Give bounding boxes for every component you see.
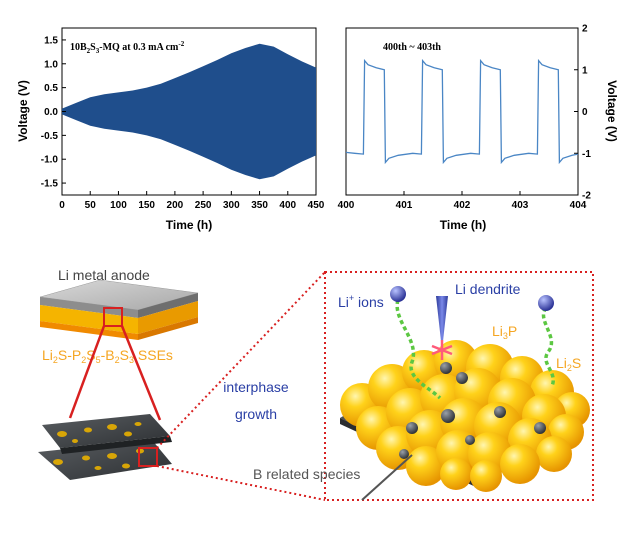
x-tick-label: 450 bbox=[308, 200, 325, 211]
y-tick-label: -2 bbox=[582, 191, 591, 202]
y-tick-label: 0 bbox=[582, 107, 588, 118]
li-ions-label: Li+ ions bbox=[338, 293, 384, 310]
y-tick-label: 2 bbox=[582, 24, 588, 35]
dotted-line-bottom bbox=[156, 465, 326, 501]
x-tick-label: 50 bbox=[85, 200, 97, 211]
li2s-label: Li2S bbox=[556, 355, 581, 373]
b-species-particle bbox=[534, 422, 546, 434]
chart2-x-ticks: 400 401 402 403 404 bbox=[338, 191, 587, 211]
x-tick-label: 150 bbox=[138, 200, 155, 211]
ion-path-left bbox=[395, 299, 442, 400]
zoom-line-right bbox=[120, 325, 162, 421]
li-dendrite-cone bbox=[436, 296, 448, 350]
zoom-chart: 400 401 402 403 404 2 1 0 -1 -2 400th ~ 403th Ti… bbox=[338, 24, 619, 233]
b-species-particle bbox=[406, 422, 418, 434]
y-tick-label: -1.5 bbox=[41, 179, 59, 190]
interphase-label-line1: interphase bbox=[223, 379, 289, 395]
zoom-highlight-box-2 bbox=[138, 447, 158, 467]
y-tick-label: 0.5 bbox=[44, 83, 58, 94]
y-tick-label: 1.0 bbox=[44, 59, 58, 70]
chart2-annotation: 400th ~ 403th bbox=[383, 42, 441, 53]
b-species-particle bbox=[494, 406, 506, 418]
x-tick-label: 404 bbox=[570, 200, 587, 211]
li3p-label: Li3P bbox=[492, 323, 517, 341]
anode-sse-stack bbox=[39, 279, 199, 340]
sulfide-sphere bbox=[440, 458, 472, 490]
b-species-particle bbox=[399, 449, 409, 459]
chart1-y-axis-label: Voltage (V) bbox=[16, 80, 30, 142]
x-tick-label: 402 bbox=[454, 200, 471, 211]
b-species-particle bbox=[440, 362, 452, 374]
dotted-line-top bbox=[156, 271, 326, 449]
x-tick-label: 0 bbox=[59, 200, 65, 211]
x-tick-label: 100 bbox=[110, 200, 127, 211]
chart1-x-axis-label: Time (h) bbox=[166, 218, 212, 232]
y-tick-label: 1.5 bbox=[44, 35, 58, 46]
b-species-particle bbox=[456, 372, 468, 384]
b-species-particle bbox=[441, 409, 455, 423]
y-tick-label: 1 bbox=[582, 65, 588, 76]
x-tick-label: 400 bbox=[279, 200, 296, 211]
chart2-frame bbox=[345, 27, 579, 196]
zoom-highlight-box-1 bbox=[103, 307, 123, 327]
y-tick-label: -0.5 bbox=[41, 131, 59, 142]
x-tick-label: 400 bbox=[338, 200, 355, 211]
zoom-line-left bbox=[68, 325, 106, 419]
interphase-detail-box bbox=[324, 271, 594, 501]
x-tick-label: 403 bbox=[512, 200, 529, 211]
crack-mark bbox=[431, 340, 453, 360]
voltage-envelope-area bbox=[62, 43, 316, 180]
x-tick-label: 401 bbox=[396, 200, 413, 211]
b-species-label: B related species bbox=[253, 466, 360, 482]
sulfide-sphere bbox=[536, 436, 572, 472]
li-dendrite-label: Li dendrite bbox=[455, 281, 521, 297]
chart2-y-axis-label: Voltage (V) bbox=[605, 80, 619, 142]
interphase-label-line2: growth bbox=[235, 406, 277, 422]
interphase-detail bbox=[340, 286, 590, 501]
ion-path-right bbox=[541, 306, 555, 387]
x-tick-label: 350 bbox=[251, 200, 268, 211]
li-ion-sphere-left bbox=[390, 286, 406, 302]
chart2-y-ticks: 2 1 0 -1 -2 bbox=[574, 24, 591, 202]
y-tick-label: 0.0 bbox=[44, 107, 58, 118]
x-tick-label: 250 bbox=[195, 200, 212, 211]
cycling-chart: 0 50 100 150 200 250 300 350 400 450 1.5 1.0 0.5 0.0… bbox=[16, 27, 325, 232]
sulfide-sphere bbox=[470, 460, 502, 492]
voltage-profile-line bbox=[345, 58, 579, 165]
sulfide-sphere bbox=[406, 446, 446, 486]
b-species-particle bbox=[465, 435, 475, 445]
chart1-annotation: 10B2S3-MQ at 0.3 mA cm-2 bbox=[70, 40, 185, 55]
sse-label: Li2S-P2S5-B2S3 SSEs bbox=[42, 347, 173, 365]
x-tick-label: 200 bbox=[167, 200, 184, 211]
chart1-x-ticks: 0 50 100 150 200 250 300 350 400 450 bbox=[59, 191, 325, 211]
y-tick-label: -1.0 bbox=[41, 155, 59, 166]
y-tick-label: -1 bbox=[582, 149, 591, 160]
li-ion-sphere-right bbox=[538, 295, 554, 311]
chart1-y-ticks: 1.5 1.0 0.5 0.0 -0.5 -1.0 -1.5 bbox=[41, 35, 66, 190]
sulfide-particle-spheres bbox=[340, 340, 590, 492]
sulfide-sphere bbox=[500, 444, 540, 484]
x-tick-label: 300 bbox=[223, 200, 240, 211]
chart2-x-axis-label: Time (h) bbox=[440, 218, 486, 232]
b-species-pointer bbox=[361, 454, 413, 501]
anode-label: Li metal anode bbox=[58, 267, 150, 283]
